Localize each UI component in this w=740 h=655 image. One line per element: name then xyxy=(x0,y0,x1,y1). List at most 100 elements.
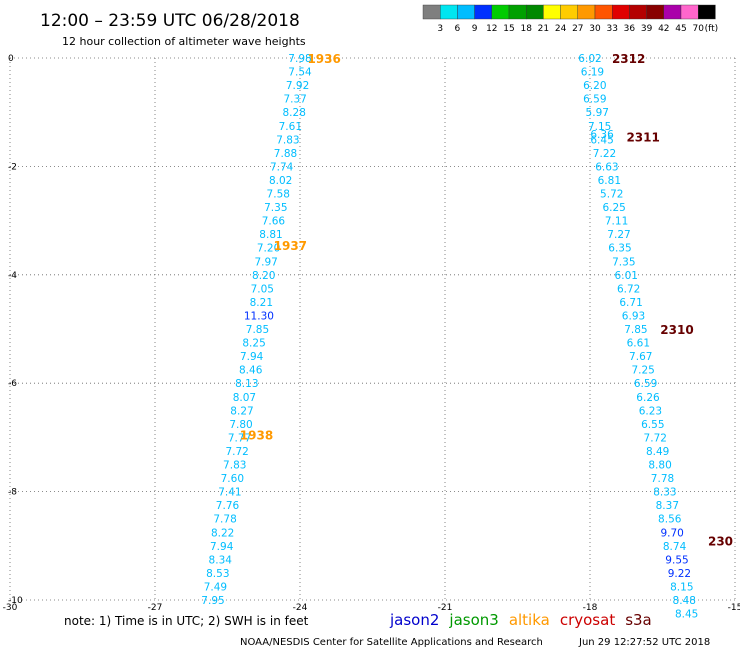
swh-point-label: 7.80 xyxy=(229,419,252,431)
colorbar-swatch xyxy=(526,4,544,20)
swh-point-label: 7.83 xyxy=(276,134,299,146)
colorbar-label: 9 xyxy=(472,24,478,34)
swh-point-label: 7.66 xyxy=(262,216,286,228)
swh-point-label: 7.85 xyxy=(246,324,269,336)
swh-point-label: 7.76 xyxy=(216,500,240,512)
swh-point-label: 6.20 xyxy=(583,80,606,92)
swh-point-label: 7.35 xyxy=(264,202,287,214)
swh-point-label: 8.80 xyxy=(648,460,671,472)
chart-axes: -30 -27 -24 -21 -18 -15 0 -2 -4 -6 -8 -10 xyxy=(3,54,740,613)
swh-point-label: 7.22 xyxy=(593,148,616,160)
swh-point-label: 8.49 xyxy=(646,446,669,458)
y-tick-label: -2 xyxy=(8,162,17,172)
colorbar-swatch xyxy=(440,4,458,20)
swh-point-label: 7.15 xyxy=(588,121,611,133)
footer-note: note: 1) Time is in UTC; 2) SWH is in fe… xyxy=(64,614,309,628)
colorbar-swatch xyxy=(474,4,493,20)
swh-point-label: 6.45 xyxy=(590,134,613,146)
swh-point-label: 9.55 xyxy=(665,554,688,566)
colorbar-swatch xyxy=(594,4,613,20)
swh-point-label: 7.27 xyxy=(607,229,630,241)
x-tick-label: -27 xyxy=(148,603,163,613)
colorbar-swatch xyxy=(629,4,647,20)
satellite-legend-item: jason3 xyxy=(448,611,498,629)
colorbar-swatch xyxy=(491,4,510,20)
swh-point-label: 8.28 xyxy=(283,107,306,119)
swh-point-label: 6.61 xyxy=(627,338,650,350)
y-tick-label: -8 xyxy=(8,488,17,498)
chart-grid xyxy=(9,57,736,601)
swh-point-label: 7.58 xyxy=(267,189,290,201)
color-legend: 3 6 9 12 15 18 21 24 27 30 33 36 39 42 45 70 (ft) xyxy=(422,4,719,34)
swh-point-label: 8.45 xyxy=(675,609,698,621)
colorbar-label: 70 xyxy=(692,24,704,34)
y-tick-label: -6 xyxy=(8,379,17,389)
swh-point-label: 9.70 xyxy=(660,527,683,539)
colorbar-label: 12 xyxy=(486,24,497,34)
swh-point-label: 7.72 xyxy=(644,432,667,444)
swh-point-label: 8.22 xyxy=(211,527,234,539)
swh-point-label: 7.88 xyxy=(274,148,297,160)
colorbar-label: 18 xyxy=(520,24,532,34)
swh-point-label: 8.15 xyxy=(670,581,693,593)
colorbar-swatch xyxy=(612,4,630,20)
colorbar-swatch xyxy=(457,4,475,20)
swh-point-label: 8.27 xyxy=(230,405,253,417)
colorbar-label: 42 xyxy=(658,24,669,34)
satellite-legend-item: jason2 xyxy=(389,611,439,629)
swh-point-label: 6.81 xyxy=(598,175,621,187)
y-tick-label: 0 xyxy=(8,54,14,64)
swh-point-label: 7.54 xyxy=(288,67,312,79)
chart-title: 12:00 – 23:59 UTC 06/28/2018 xyxy=(40,11,300,31)
swh-point-label: 6.02 xyxy=(578,53,601,65)
swh-point-label: 8.13 xyxy=(235,378,258,390)
swh-point-label: 7.74 xyxy=(270,161,294,173)
satellite-legend-item: altika xyxy=(509,611,550,629)
x-tick-label: -18 xyxy=(583,603,598,613)
swh-point-label: 5.97 xyxy=(586,107,609,119)
swh-point-label: 7.20 xyxy=(257,243,280,255)
colorbar-label: 15 xyxy=(503,24,514,34)
swh-point-label: 5.72 xyxy=(600,189,623,201)
footer-timestamp: Jun 29 12:27:52 UTC 2018 xyxy=(578,637,710,648)
swh-point-label: 8.56 xyxy=(658,514,682,526)
satellite-legend: jason2 jason3 altika cryosat s3a xyxy=(389,611,652,629)
swh-point-label: 6.59 xyxy=(583,94,606,106)
swh-point-label: 6.23 xyxy=(639,405,662,417)
colorbar-unit: (ft) xyxy=(705,24,719,34)
swh-point-label: 7.85 xyxy=(624,324,647,336)
swh-point-label: 6.01 xyxy=(615,270,638,282)
swh-point-label: 8.37 xyxy=(656,500,679,512)
chart-subtitle: 12 hour collection of altimeter wave hei… xyxy=(62,35,306,48)
swh-point-label: 6.71 xyxy=(619,297,642,309)
swh-point-label: 7.77 xyxy=(228,432,251,444)
time-label: 230 xyxy=(708,534,733,548)
swh-point-label: 6.63 xyxy=(595,161,618,173)
swh-point-label: 6.35 xyxy=(608,243,631,255)
x-tick-label: -21 xyxy=(438,603,453,613)
swh-point-label: 6.26 xyxy=(636,392,660,404)
swh-point-label: 7.72 xyxy=(225,446,248,458)
swh-point-label: 7.41 xyxy=(218,487,241,499)
swh-point-label: 7.97 xyxy=(254,256,277,268)
colorbar-label: 6 xyxy=(455,24,461,34)
y-tick-label: -4 xyxy=(8,271,17,281)
chart-marks: 7.987.547.927.378.287.617.837.887.748.02… xyxy=(201,52,733,621)
swh-point-label: 7.92 xyxy=(286,80,309,92)
colorbar-swatch xyxy=(646,4,664,20)
colorbar-swatch xyxy=(663,4,682,20)
swh-point-label: 8.20 xyxy=(252,270,275,282)
swh-point-label: 7.49 xyxy=(204,581,227,593)
swh-point-label: 7.61 xyxy=(279,121,302,133)
swh-point-label: 7.05 xyxy=(251,283,274,295)
footer-credit: NOAA/NESDIS Center for Satellite Applica… xyxy=(240,637,543,648)
time-label: 1937 xyxy=(274,239,307,253)
swh-point-label: 7.83 xyxy=(223,460,246,472)
swh-point-label: 7.94 xyxy=(240,351,264,363)
swh-point-label: 7.11 xyxy=(605,216,628,228)
swh-point-label: 8.34 xyxy=(209,554,233,566)
swh-point-label: 7.60 xyxy=(221,473,244,485)
colorbar-swatch xyxy=(560,4,578,20)
swh-point-label: 8.74 xyxy=(663,541,687,553)
colorbar-label: 27 xyxy=(572,24,583,34)
